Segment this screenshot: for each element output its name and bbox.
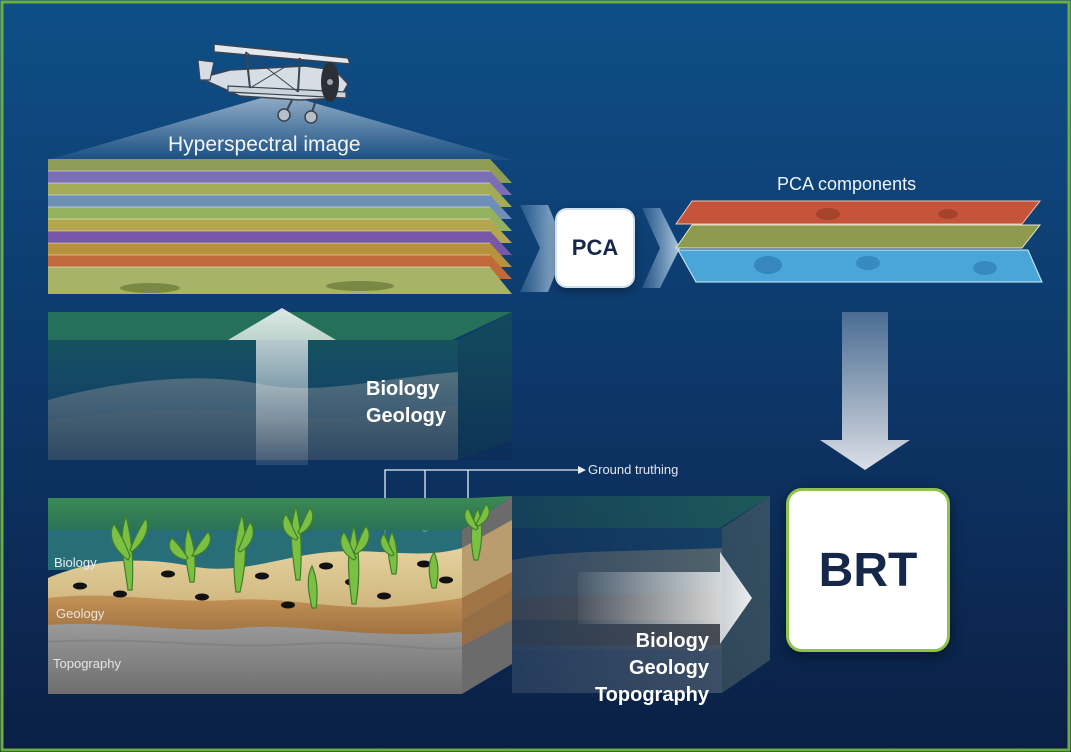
arrow-icon <box>520 205 566 292</box>
pca-box: PCA <box>557 210 633 286</box>
ground-truthing-label: Ground truthing <box>588 462 679 477</box>
pca-components-stack <box>675 200 1043 283</box>
biology-label: Biology <box>635 630 709 652</box>
seagrass-icon <box>110 502 490 609</box>
biology-geology-label: Biology Geology <box>366 376 446 430</box>
topography-label: Topography <box>594 684 709 706</box>
pca-components-label: PCA components <box>777 174 917 194</box>
hyperspectral-image-label: Hyperspectral image <box>168 133 361 156</box>
arrow-icon <box>578 552 752 644</box>
layer-biology-label: Biology <box>54 555 97 570</box>
geology-label: Geology <box>366 405 447 427</box>
arrow-icon <box>228 308 336 465</box>
biology-label: Biology <box>366 378 440 400</box>
sensor-beam <box>48 96 512 160</box>
biplane-icon <box>197 43 352 124</box>
arrow-icon <box>642 208 680 288</box>
biology-geology-topography-label: Biology Geology Topography <box>595 628 709 709</box>
hyperspectral-stack <box>48 159 512 294</box>
geology-label: Geology <box>628 657 709 679</box>
seafloor-block <box>47 496 512 694</box>
layer-topography-label: Topography <box>53 656 121 671</box>
layer-geology-label: Geology <box>56 606 105 621</box>
brt-box: BRT <box>786 488 950 652</box>
arrow-icon <box>820 312 910 470</box>
